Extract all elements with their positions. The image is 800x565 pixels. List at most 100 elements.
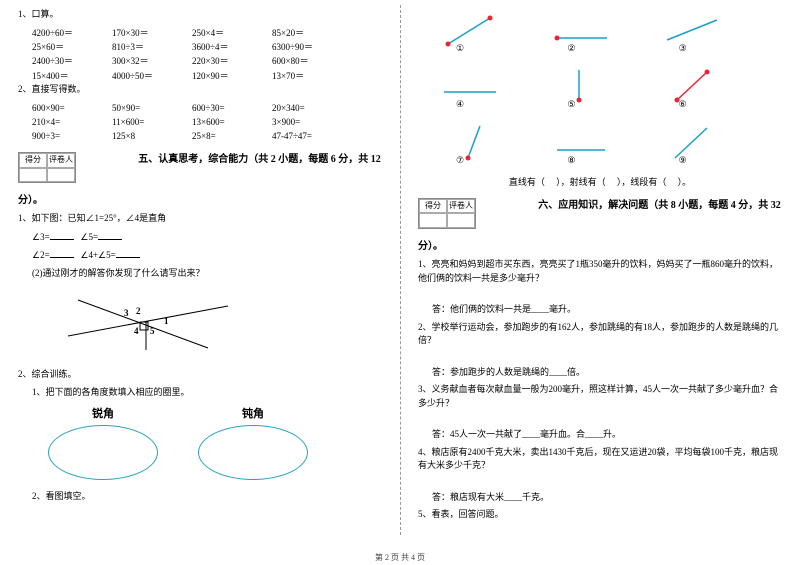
section6-title: 六、应用知识，解决问题（共 8 小题，每题 4 分，共 32 bbox=[538, 200, 781, 211]
angle3-label: ∠3= bbox=[32, 232, 50, 242]
q1-equations: 4200÷60＝170×30＝250×4＝85×20＝ 25×60＝810÷3＝3… bbox=[32, 26, 382, 84]
q2-equations: 600×90=50×90=600÷30=20×340= 210×4=11×600=… bbox=[32, 101, 382, 144]
line-number: ④ bbox=[456, 99, 464, 110]
p2-sub1: 1、把下面的各角度数填入相应的圈里。 bbox=[32, 386, 382, 400]
fill-d: ）。 bbox=[678, 177, 692, 187]
q2-text: 2、学校举行运动会，参加跑步的有162人，参加跳绳的有18人，参加跑步的人数是跳… bbox=[418, 321, 782, 348]
q5-text: 5、看表，回答问题。 bbox=[418, 508, 782, 522]
line-cell: ⑦ bbox=[438, 120, 539, 168]
equation-cell: 250×4＝ bbox=[192, 26, 272, 40]
a1-text: 答：他们俩的饮料一共是____毫升。 bbox=[432, 303, 782, 317]
line-cell: ② bbox=[549, 8, 650, 56]
equation-cell: 120×90＝ bbox=[192, 69, 272, 83]
equation-cell: 4000÷50＝ bbox=[112, 69, 192, 83]
column-divider bbox=[400, 5, 401, 535]
equation-cell: 25×60＝ bbox=[32, 40, 112, 54]
angle-diagram: 32451 bbox=[58, 288, 238, 358]
oval-obtuse: 钝角 bbox=[198, 405, 308, 480]
svg-text:4: 4 bbox=[134, 326, 139, 336]
p1-row2: ∠2= ∠4+∠5= bbox=[32, 248, 382, 263]
svg-text:3: 3 bbox=[124, 308, 129, 318]
line-number: ⑨ bbox=[679, 155, 687, 166]
equation-cell: 2400÷30＝ bbox=[32, 54, 112, 68]
q1-text: 1、亮亮和妈妈到超市买东西，亮亮买了1瓶350毫升的饮料，妈妈买了一瓶860毫升… bbox=[418, 258, 782, 285]
line-cell: ⑥ bbox=[661, 64, 762, 112]
grader-cell bbox=[447, 213, 475, 228]
equation-cell: 125×8 bbox=[112, 129, 192, 143]
lines-grid: ① ② ③ ④ ⑤ ⑥ ⑦ ⑧ ⑨ bbox=[438, 8, 762, 168]
blank bbox=[98, 230, 122, 240]
a3-text: 答：45人一次一共献了____毫升血。合____升。 bbox=[432, 428, 782, 442]
section5-suffix: 分）。 bbox=[18, 193, 382, 208]
equation-cell: 210×4= bbox=[32, 115, 112, 129]
angle5-label: ∠5= bbox=[80, 232, 98, 242]
score-box: 得分 评卷人 bbox=[18, 152, 76, 184]
line-number: ⑧ bbox=[567, 155, 575, 166]
line-cell: ⑨ bbox=[661, 120, 762, 168]
score-label: 得分 bbox=[419, 199, 447, 214]
oval-acute-label: 锐角 bbox=[48, 405, 158, 421]
line-number: ② bbox=[567, 43, 575, 54]
oval-shape bbox=[48, 425, 158, 480]
equation-cell: 13×70＝ bbox=[272, 69, 352, 83]
angle2-label: ∠2= bbox=[32, 250, 50, 260]
fill-b: ），射线有（ bbox=[556, 177, 606, 187]
equation-cell: 600×80＝ bbox=[272, 54, 352, 68]
equation-cell: 810÷3＝ bbox=[112, 40, 192, 54]
oval-acute: 锐角 bbox=[48, 405, 158, 480]
svg-text:1: 1 bbox=[164, 316, 169, 326]
line-number: ⑦ bbox=[456, 155, 464, 166]
blank bbox=[50, 230, 74, 240]
equation-cell: 3600÷4＝ bbox=[192, 40, 272, 54]
equation-cell: 11×600= bbox=[112, 115, 192, 129]
oval-obtuse-label: 钝角 bbox=[198, 405, 308, 421]
equation-cell: 20×340= bbox=[272, 101, 352, 115]
equation-cell: 50×90= bbox=[112, 101, 192, 115]
blank bbox=[50, 248, 74, 258]
line-cell: ⑧ bbox=[549, 120, 650, 168]
p2-sub2: 2、看图填空。 bbox=[32, 490, 382, 504]
a2-text: 答：参加跑步的人数是跳绳的____倍。 bbox=[432, 366, 782, 380]
q1-title: 1、口算。 bbox=[18, 8, 382, 22]
equation-cell: 600×90= bbox=[32, 101, 112, 115]
score-cell bbox=[419, 213, 447, 228]
page-container: 1、口算。 4200÷60＝170×30＝250×4＝85×20＝ 25×60＝8… bbox=[0, 0, 800, 540]
blank bbox=[116, 248, 140, 258]
q3-text: 3、义务献血者每次献血量一般为200毫升，照这样计算，45人一次一共献了多少毫升… bbox=[418, 383, 782, 410]
section5-header: 得分 评卷人 五、认真思考，综合能力（共 2 小题，每题 6 分，共 12 bbox=[18, 150, 382, 184]
equation-cell: 15×400＝ bbox=[32, 69, 112, 83]
left-column: 1、口算。 4200÷60＝170×30＝250×4＝85×20＝ 25×60＝8… bbox=[0, 0, 400, 540]
equation-cell: 220×30＝ bbox=[192, 54, 272, 68]
section5-title: 五、认真思考，综合能力（共 2 小题，每题 6 分，共 12 bbox=[138, 154, 381, 165]
line-cell: ① bbox=[438, 8, 539, 56]
svg-text:5: 5 bbox=[150, 326, 155, 336]
line-number: ⑤ bbox=[567, 99, 575, 110]
p2-title: 2、综合训练。 bbox=[18, 368, 382, 382]
score-box: 得分 评卷人 bbox=[418, 198, 476, 230]
page-footer: 第 2 页 共 4 页 bbox=[0, 552, 800, 563]
section6-header: 得分 评卷人 六、应用知识，解决问题（共 8 小题，每题 4 分，共 32 bbox=[418, 196, 782, 230]
grader-cell bbox=[47, 168, 75, 183]
p1-sub2: (2)通过刚才的解答你发现了什么请写出来？ bbox=[32, 267, 382, 281]
equation-cell: 13×600= bbox=[192, 115, 272, 129]
p1-row1: ∠3= ∠5= bbox=[32, 230, 382, 245]
fill-line: 直线有（ ），射线有（ ），线段有（ ）。 bbox=[418, 176, 782, 190]
equation-cell: 600÷30= bbox=[192, 101, 272, 115]
ovals-row: 锐角 钝角 bbox=[48, 405, 382, 480]
line-cell: ③ bbox=[661, 8, 762, 56]
score-label: 得分 bbox=[19, 153, 47, 168]
equation-cell: 4200÷60＝ bbox=[32, 26, 112, 40]
line-number: ③ bbox=[679, 43, 687, 54]
oval-shape bbox=[198, 425, 308, 480]
right-column: ① ② ③ ④ ⑤ ⑥ ⑦ ⑧ ⑨ 直线有（ ），射线有（ ），线段有（ ）。 得分 评卷人 六… bbox=[400, 0, 800, 540]
equation-cell: 900÷3= bbox=[32, 129, 112, 143]
fill-a: 直线有（ bbox=[509, 177, 545, 187]
line-number: ① bbox=[456, 43, 464, 54]
equation-cell: 85×20＝ bbox=[272, 26, 352, 40]
equation-cell: 3×900= bbox=[272, 115, 352, 129]
equation-cell: 170×30＝ bbox=[112, 26, 192, 40]
q4-text: 4、粮店原有2400千克大米，卖出1430千克后，现在又运进20袋，平均每袋10… bbox=[418, 446, 782, 473]
grader-label: 评卷人 bbox=[47, 153, 75, 168]
section6-suffix: 分）。 bbox=[418, 239, 782, 254]
grader-label: 评卷人 bbox=[447, 199, 475, 214]
